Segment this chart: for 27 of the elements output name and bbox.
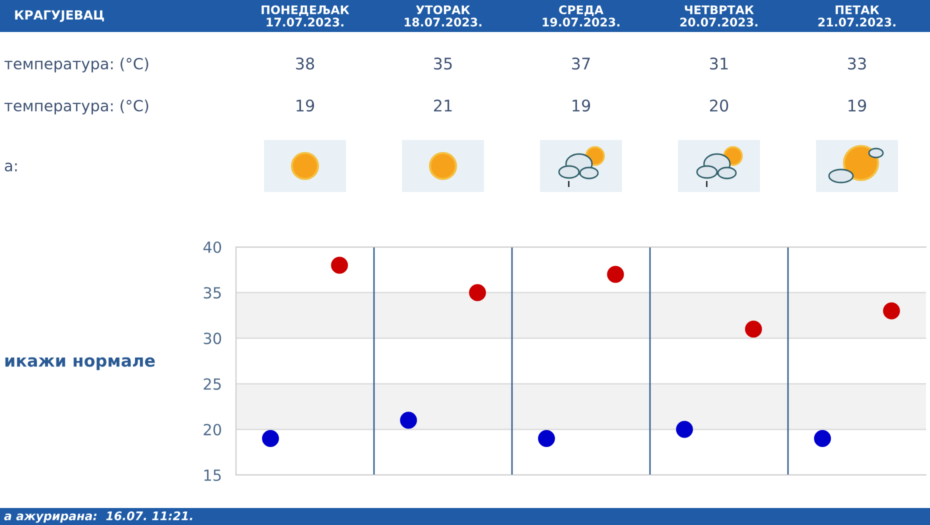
text: а ажурирана: 16.07. 11:21. — [4, 511, 192, 523]
text: икажи нормале — [5, 357, 155, 370]
y-tick-label: 30 — [204, 332, 222, 344]
text: температура: (°C) — [4, 58, 148, 72]
y-tick-label: 15 — [204, 470, 221, 482]
data-label: 35 — [434, 58, 452, 70]
text: УТОРАК 18.07.2023. — [404, 5, 482, 27]
data-label: 19 — [848, 100, 866, 112]
y-tick-label: 35 — [204, 287, 221, 299]
text: СРЕДА 19.07.2023. — [542, 5, 620, 27]
data-label: 37 — [572, 58, 590, 70]
text: ПЕТАК 21.07.2023. — [818, 5, 896, 27]
y-tick-label: 20 — [204, 424, 222, 436]
text: КРАГУЈЕВАЦ — [15, 10, 104, 22]
text: ЧЕТВРТАК 20.07.2023. — [680, 5, 758, 27]
text: температура: (°C) — [4, 100, 148, 114]
data-label: 19 — [296, 100, 314, 112]
data-label: 31 — [710, 58, 728, 70]
data-label: 19 — [572, 100, 590, 112]
data-label: 21 — [434, 100, 452, 112]
y-tick-label: 25 — [204, 378, 221, 390]
data-label: 20 — [710, 100, 728, 112]
y-tick-label: 40 — [203, 241, 222, 254]
data-label: 38 — [296, 58, 314, 70]
text: ПОНЕДЕЉАК 17.07.2023. — [262, 5, 350, 27]
data-label: 33 — [848, 58, 866, 70]
text: а: — [4, 162, 17, 172]
